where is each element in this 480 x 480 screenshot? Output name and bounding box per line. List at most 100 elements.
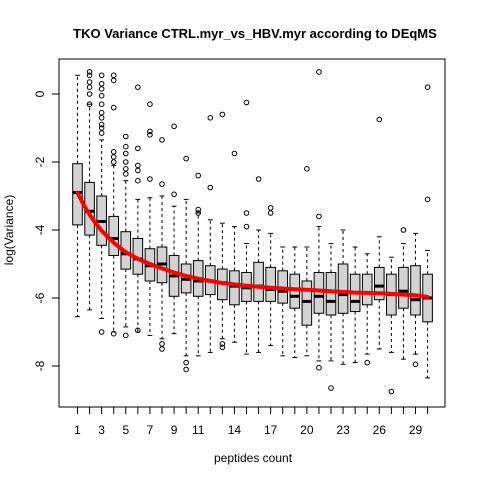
outlier-point <box>267 210 274 216</box>
outlier-point <box>86 72 93 79</box>
outlier-point <box>219 344 226 351</box>
outlier-point <box>135 84 141 90</box>
y-axis-label: log(Variance) <box>2 195 16 265</box>
outlier-point <box>243 210 250 216</box>
outlier-point <box>98 109 105 116</box>
outlier-point <box>110 330 117 337</box>
x-tick-label: 11 <box>192 423 205 437</box>
box-body <box>325 272 337 316</box>
outlier-point <box>98 130 105 136</box>
outlier-point <box>231 150 238 157</box>
outlier-point <box>98 101 105 107</box>
outlier-point <box>195 210 202 216</box>
outlier-point <box>267 205 274 211</box>
y-tick-label: -4 <box>33 224 47 235</box>
box-21 <box>313 69 325 371</box>
outlier-point <box>122 171 129 177</box>
outlier-point <box>98 329 105 335</box>
outlier-point <box>86 69 93 75</box>
box-body <box>265 266 276 302</box>
box-body <box>301 280 313 326</box>
outlier-point <box>195 206 202 213</box>
x-tick-label: 14 <box>228 423 242 437</box>
outlier-point <box>110 159 117 165</box>
box-20 <box>301 166 313 357</box>
box-26 <box>373 116 385 350</box>
outlier-point <box>122 133 129 140</box>
box-10 <box>180 155 192 373</box>
outlier-point <box>135 162 141 169</box>
box-body <box>410 265 421 316</box>
x-tick-label: 3 <box>98 423 105 437</box>
outlier-point <box>364 359 371 366</box>
trend-line <box>75 190 430 299</box>
outlier-point <box>183 366 189 373</box>
x-tick-label: 7 <box>147 423 154 437</box>
trend-line-group <box>75 190 430 299</box>
box-body <box>313 272 325 314</box>
outlier-point <box>98 92 105 99</box>
y-tick-label: 0 <box>33 90 47 97</box>
box-body <box>373 266 385 301</box>
box-3 <box>96 72 107 335</box>
box-body <box>398 266 409 309</box>
chart-title: TKO Variance CTRL.myr_vs_HBV.myr accordi… <box>73 26 437 41</box>
outlier-point <box>135 145 141 152</box>
outlier-point <box>122 159 129 165</box>
box-22 <box>325 243 337 391</box>
outlier-point <box>98 125 105 131</box>
outlier-point <box>135 167 141 174</box>
outlier-point <box>171 123 177 130</box>
y-tick-label: -2 <box>33 156 47 167</box>
outlier-point <box>207 115 214 121</box>
outlier-point <box>98 81 105 87</box>
outlier-point <box>147 176 153 182</box>
outlier-point <box>98 115 105 121</box>
outlier-point <box>183 359 189 366</box>
outlier-point <box>122 143 129 150</box>
outlier-point <box>147 128 153 135</box>
outlier-point <box>424 196 431 203</box>
outlier-point <box>86 101 93 107</box>
outlier-point <box>376 116 383 123</box>
outlier-point <box>255 176 262 182</box>
outlier-point <box>98 121 105 128</box>
outlier-point <box>388 388 395 395</box>
outlier-point <box>207 184 214 191</box>
outlier-point <box>400 227 407 233</box>
outlier-point <box>304 166 310 172</box>
outlier-point <box>243 99 250 106</box>
outlier-point <box>424 84 431 90</box>
outlier-point <box>159 181 165 187</box>
outlier-point <box>86 91 93 97</box>
outlier-point <box>243 223 250 230</box>
outlier-point <box>147 101 153 107</box>
outlier-point <box>412 361 419 368</box>
outlier-point <box>135 177 141 184</box>
x-tick-label: 9 <box>171 423 178 437</box>
outlier-point <box>86 79 93 85</box>
box-body <box>108 215 120 256</box>
outlier-point <box>110 77 117 84</box>
box-body <box>253 261 264 302</box>
y-tick-label: -6 <box>33 292 47 303</box>
outlier-point <box>147 132 153 138</box>
outlier-point <box>110 104 117 111</box>
outlier-point <box>328 385 334 391</box>
box-29 <box>410 232 421 368</box>
plot-frame <box>58 58 446 408</box>
x-tick-label: 17 <box>264 423 278 437</box>
outlier-point <box>86 84 93 90</box>
outlier-point <box>159 137 165 143</box>
outlier-point <box>122 332 129 339</box>
x-tick-label: 23 <box>336 423 350 437</box>
box-body <box>229 270 240 306</box>
outlier-point <box>122 150 129 157</box>
outlier-point <box>183 155 189 162</box>
outlier-point <box>159 346 165 352</box>
outlier-point <box>98 72 105 79</box>
x-tick-label: 29 <box>409 423 423 437</box>
y-tick-label: -8 <box>33 360 47 371</box>
